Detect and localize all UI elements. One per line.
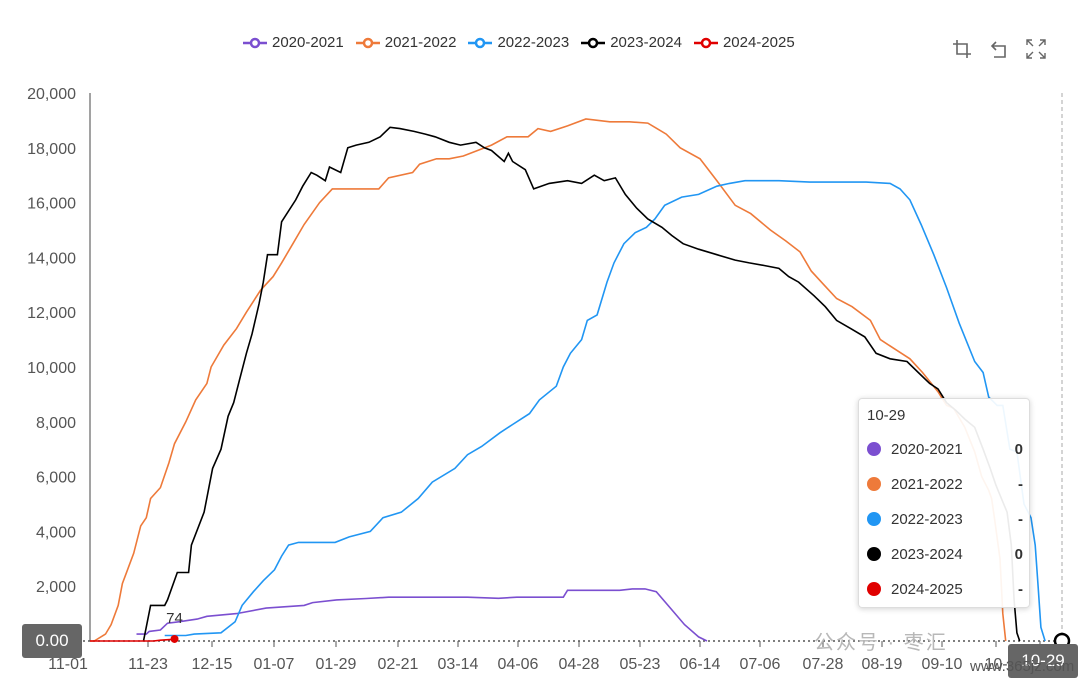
series-end-point <box>170 634 179 643</box>
tooltip-series-value: 0 <box>1014 440 1023 458</box>
series-dot-icon <box>867 477 881 491</box>
tooltip-series-name: 2022-2023 <box>891 510 963 528</box>
y-tick-label: 12,000 <box>27 305 76 322</box>
expand-icon[interactable] <box>1025 38 1047 60</box>
legend: 2020-2021 2021-2022 2022-2023 2023-2024 … <box>243 34 795 51</box>
legend-marker-icon <box>243 37 267 48</box>
tooltip-series-value: 0 <box>1014 545 1023 563</box>
y-tick-label: 16,000 <box>27 196 76 213</box>
y-tick-label: 14,000 <box>27 250 76 267</box>
y-axis: 2,000 4,000 6,000 8,000 10,000 12,000 14,000 16… <box>27 86 91 641</box>
legend-label: 2022-2023 <box>497 34 570 51</box>
x-tick-label: 11-01 <box>48 656 88 673</box>
legend-label: 2021-2022 <box>384 34 457 51</box>
x-tick-label: 03-14 <box>438 656 479 673</box>
legend-marker-icon <box>693 37 718 48</box>
series-line-2022-2023 <box>164 179 1046 642</box>
tooltip-row: 2020-2021 0 <box>867 437 1023 461</box>
tooltip-series-name: 2021-2022 <box>891 475 963 493</box>
legend-marker-icon <box>355 37 380 48</box>
x-tick-label: 05-23 <box>620 656 661 673</box>
tooltip-title: 10-29 <box>867 407 906 424</box>
tooltip-series-value: - <box>1018 475 1023 493</box>
x-tick-label: 08-19 <box>862 656 903 673</box>
y-tick-label: 10,000 <box>27 360 76 377</box>
tooltip-series-value: - <box>1018 580 1023 598</box>
watermark: 公众号 · 枣汇 <box>814 632 948 654</box>
legend-label: 2023-2024 <box>610 34 682 51</box>
series-dot-icon <box>867 547 881 561</box>
legend-label: 2020-2021 <box>272 34 344 51</box>
x-tick-label: 07-06 <box>740 656 781 673</box>
x-tick-label: 12-15 <box>192 656 233 673</box>
legend-dot <box>700 37 712 48</box>
y-axis-pointer-label: 0.00 <box>22 624 82 658</box>
series-dot-icon <box>867 442 881 456</box>
undo-icon[interactable] <box>988 38 1010 60</box>
x-tick-label: 11-23 <box>128 656 168 673</box>
tooltip-row: 2022-2023 - <box>867 507 1023 531</box>
data-label: 74 <box>166 610 183 627</box>
watermark-site: www.365jz.com <box>970 658 1075 675</box>
legend-item-2021-2022[interactable]: 2021-2022 <box>355 34 457 51</box>
tooltip-row: 2021-2022 - <box>867 472 1023 496</box>
series-dot-icon <box>867 512 881 526</box>
tooltip-row: 2024-2025 - <box>867 577 1023 601</box>
legend-item-2023-2024[interactable]: 2023-2024 <box>581 34 682 51</box>
x-tick-label: 01-29 <box>316 656 357 673</box>
x-tick-label: 04-28 <box>559 656 600 673</box>
x-axis-pointer-label: 10-29 <box>1008 644 1078 678</box>
tooltip: 10-29 2020-2021 0 2021-2022 - 2022-2023 … <box>858 398 1030 608</box>
x-tick-label: 10- <box>984 656 1007 673</box>
tooltip-series-name: 2023-2024 <box>891 545 963 563</box>
legend-dot <box>587 37 599 48</box>
series-layer <box>90 118 1046 642</box>
crop-icon[interactable] <box>951 38 973 60</box>
x-tick-label: 06-14 <box>680 656 721 673</box>
legend-dot <box>362 37 373 48</box>
y-tick-label: 8,000 <box>36 415 76 432</box>
y-tick-label: 18,000 <box>27 141 76 158</box>
legend-label: 2024-2025 <box>722 34 795 51</box>
legend-marker-icon <box>581 37 606 48</box>
legend-dot <box>475 37 486 48</box>
legend-item-2024-2025[interactable]: 2024-2025 <box>693 34 795 51</box>
series-line-2021-2022 <box>90 118 1007 642</box>
series-line-2023-2024 <box>142 126 1021 642</box>
legend-item-2022-2023[interactable]: 2022-2023 <box>468 34 569 51</box>
tooltip-row: 2023-2024 0 <box>867 542 1023 566</box>
legend-dot <box>249 37 261 48</box>
tooltip-series-name: 2024-2025 <box>891 580 963 598</box>
y-tick-label: 2,000 <box>36 579 76 596</box>
series-line-2020-2021 <box>136 588 708 642</box>
tooltip-series-value: - <box>1018 510 1023 528</box>
x-tick-label: 09-10 <box>922 656 963 673</box>
x-tick-label: 01-07 <box>254 656 295 673</box>
legend-marker-icon <box>468 37 493 48</box>
y-tick-label: 20,000 <box>27 86 76 103</box>
x-tick-label: 07-28 <box>803 656 844 673</box>
series-dot-icon <box>867 582 881 596</box>
toolbox <box>951 38 1047 60</box>
x-axis: 11-01 11-23 12-15 01-07 01-29 02-21 03-14 04-06… <box>48 640 1062 673</box>
series-line-2024-2025 <box>90 638 175 642</box>
legend-item-2020-2021[interactable]: 2020-2021 <box>243 34 344 51</box>
x-tick-label: 04-06 <box>498 656 539 673</box>
x-tick-label: 02-21 <box>378 656 419 673</box>
y-tick-label: 6,000 <box>36 470 76 487</box>
tooltip-series-name: 2020-2021 <box>891 440 963 458</box>
y-tick-label: 4,000 <box>36 524 76 541</box>
